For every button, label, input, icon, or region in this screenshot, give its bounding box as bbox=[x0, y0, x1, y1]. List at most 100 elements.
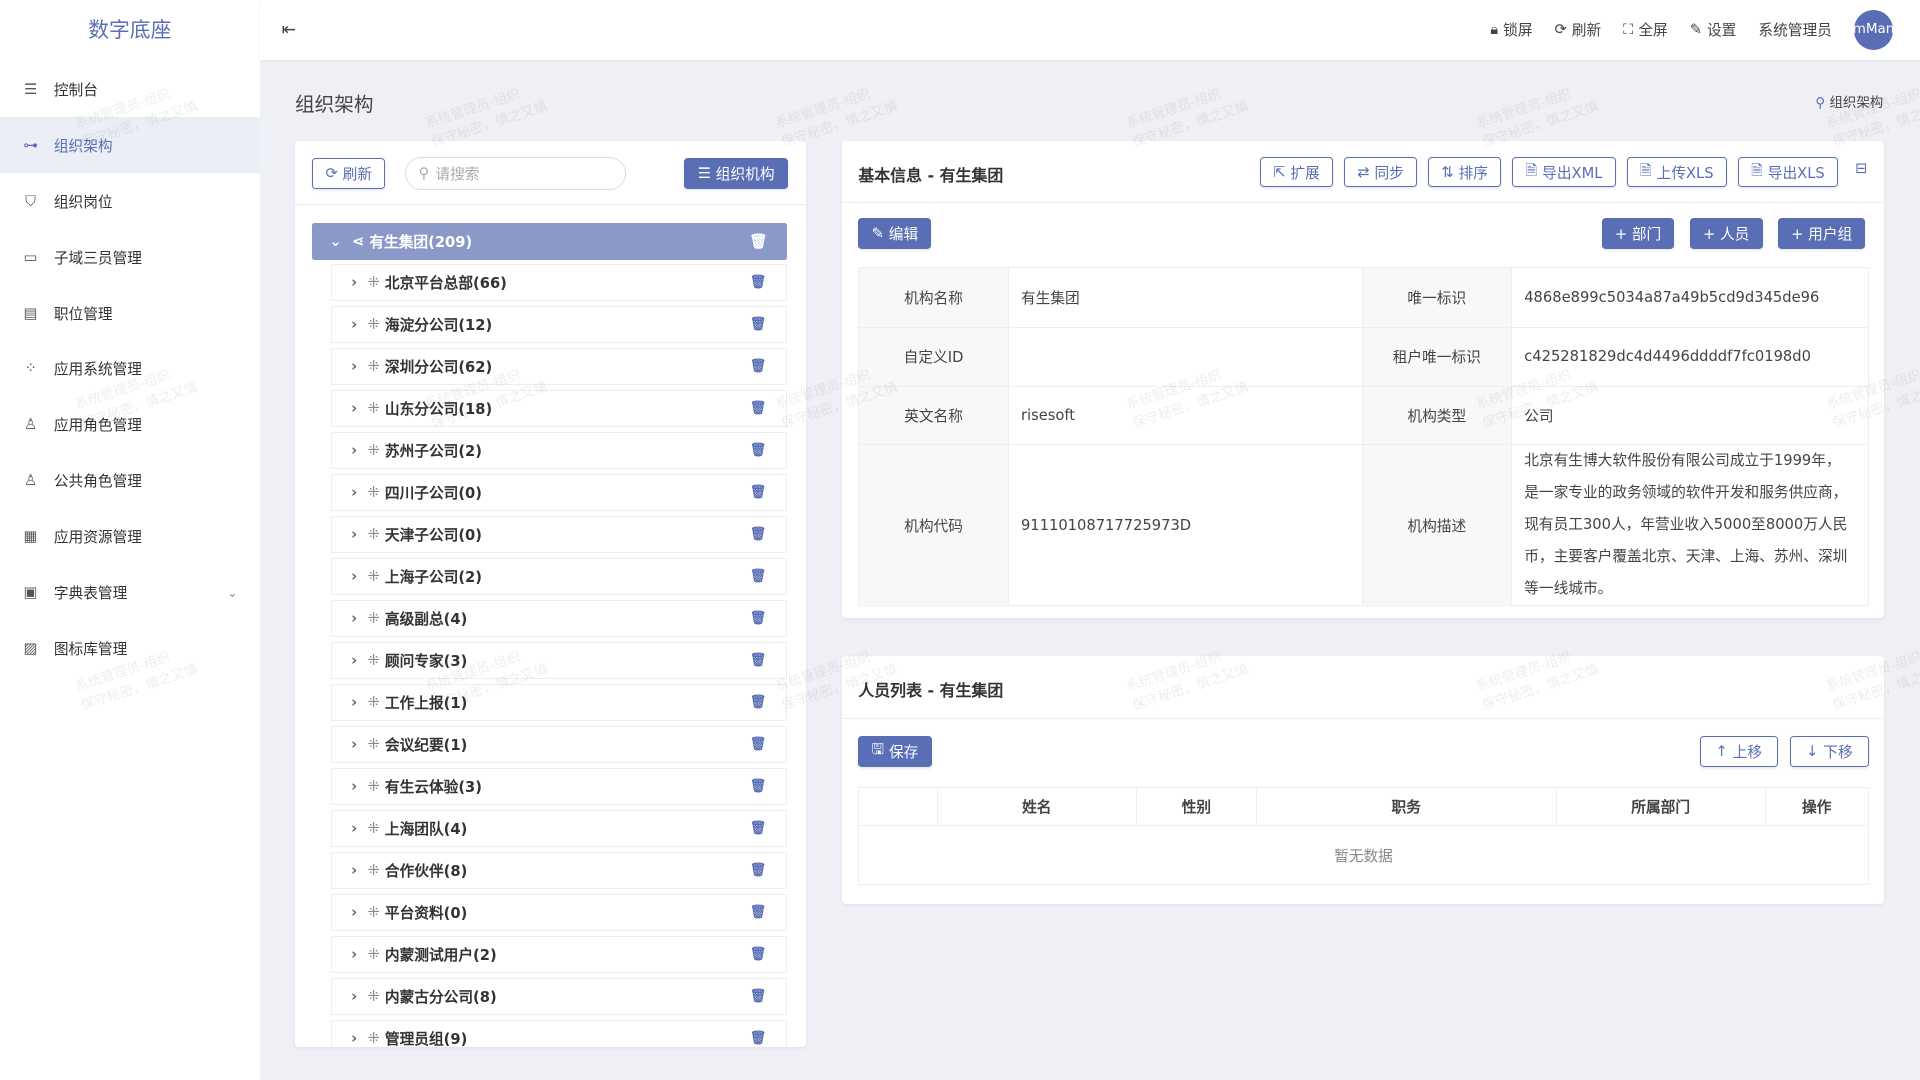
chevron-right-icon[interactable]: › bbox=[351, 610, 358, 628]
fullscreen-button[interactable]: ⛶ 全屏 bbox=[1623, 21, 1668, 40]
delete-icon[interactable]: 🗑︎ bbox=[749, 485, 767, 501]
chevron-right-icon[interactable]: › bbox=[351, 820, 358, 838]
delete-icon[interactable]: 🗑︎ bbox=[749, 821, 767, 837]
delete-icon[interactable]: 🗑︎ bbox=[749, 737, 767, 753]
action-button[interactable]: ⇱ 扩展 bbox=[1259, 156, 1334, 188]
tree-node[interactable]: › ⁜ 合作伙伴(8) 🗑︎ bbox=[330, 852, 788, 890]
chevron-right-icon[interactable]: › bbox=[351, 484, 358, 502]
save-button[interactable]: 🖫 保存 bbox=[858, 735, 932, 767]
chevron-right-icon[interactable]: › bbox=[351, 1030, 358, 1047]
sidebar-item[interactable]: ▦ 应用资源管理 bbox=[23, 528, 142, 547]
delete-icon[interactable]: 🗑︎ bbox=[749, 779, 767, 795]
move-up-button[interactable]: ↑ 上移 bbox=[1699, 735, 1778, 767]
sidebar-item[interactable]: ⛉ 组织岗位 bbox=[0, 173, 260, 229]
delete-icon[interactable]: 🗑︎ bbox=[749, 947, 767, 963]
delete-icon[interactable]: 🗑︎ bbox=[749, 401, 767, 417]
chevron-right-icon[interactable]: › bbox=[351, 568, 358, 586]
chevron-right-icon[interactable]: › bbox=[351, 274, 358, 292]
delete-icon[interactable]: 🗑︎ bbox=[749, 275, 767, 291]
sidebar-item[interactable]: ⁘ 应用系统管理 bbox=[0, 341, 260, 397]
sidebar-item[interactable]: ▣ 字典表管理 ⌄ bbox=[23, 584, 238, 603]
chevron-right-icon[interactable]: › bbox=[351, 736, 358, 754]
tree-root-node[interactable]: ⌄ ⋖ 有生集团(209) 🗑︎ bbox=[312, 222, 788, 260]
tree-node[interactable]: › ⁜ 高级副总(4) 🗑︎ bbox=[330, 600, 788, 638]
sidebar-item[interactable]: ▤ 职位管理 bbox=[23, 304, 113, 323]
delete-icon[interactable]: 🗑︎ bbox=[749, 863, 767, 879]
add-dept-button[interactable]: + 部门 bbox=[1601, 217, 1675, 249]
action-button[interactable]: ⇅ 排序 bbox=[1428, 156, 1502, 188]
edit-button[interactable]: ✎ 编辑 bbox=[858, 217, 932, 249]
tree-node[interactable]: › ⁜ 管理员组(9) 🗑︎ bbox=[330, 1020, 788, 1047]
add-person-button[interactable]: + 人员 bbox=[1689, 217, 1763, 249]
empty-text: 暂无数据 bbox=[858, 825, 1869, 886]
sidebar-item[interactable]: ♙ 应用角色管理 bbox=[24, 416, 142, 435]
sidebar-item[interactable]: ♙ 公共角色管理 bbox=[24, 472, 142, 491]
tree-node[interactable]: › ⁜ 北京平台总部(66) 🗑︎ bbox=[330, 264, 788, 302]
move-down-button[interactable]: ↓ 下移 bbox=[1790, 735, 1869, 767]
chevron-right-icon[interactable]: › bbox=[351, 400, 358, 418]
tree-node[interactable]: › ⁜ 有生云体验(3) 🗑︎ bbox=[330, 768, 788, 806]
chevron-right-icon[interactable]: › bbox=[351, 862, 358, 880]
tree-node[interactable]: › ⁜ 工作上报(1) 🗑︎ bbox=[330, 684, 788, 722]
tree-node[interactable]: › ⁜ 深圳分公司(62) 🗑︎ bbox=[330, 348, 788, 386]
collapse-icon[interactable]: ⊟ bbox=[1855, 160, 1868, 178]
chevron-right-icon[interactable]: › bbox=[351, 904, 358, 922]
tree-refresh-button[interactable]: ⟳ 刷新 bbox=[312, 157, 386, 189]
delete-icon[interactable]: 🗑︎ bbox=[749, 611, 767, 627]
delete-icon[interactable]: 🗑︎ bbox=[749, 233, 768, 251]
action-button[interactable]: 🗎 上传XLS bbox=[1626, 156, 1727, 188]
tree-node[interactable]: › ⁜ 四川子公司(0) 🗑︎ bbox=[330, 474, 788, 512]
tree-node[interactable]: › ⁜ 天津子公司(0) 🗑︎ bbox=[330, 516, 788, 554]
avatar[interactable]: mMan bbox=[1853, 10, 1894, 50]
chevron-right-icon[interactable]: › bbox=[351, 946, 358, 964]
chevron-right-icon[interactable]: › bbox=[351, 778, 358, 796]
search-input[interactable]: ⚲ 请搜索 bbox=[405, 156, 626, 190]
org-button[interactable]: ☰ 组织机构 bbox=[684, 157, 788, 189]
tree-node[interactable]: › ⁜ 上海团队(4) 🗑︎ bbox=[330, 810, 788, 848]
delete-icon[interactable]: 🗑︎ bbox=[749, 527, 767, 543]
fullscreen-icon: ⛶ bbox=[1623, 21, 1634, 39]
tree-node[interactable]: › ⁜ 山东分公司(18) 🗑︎ bbox=[330, 390, 788, 428]
tree-node[interactable]: › ⁜ 会议纪要(1) 🗑︎ bbox=[330, 726, 788, 764]
app-logo: 数字底座 bbox=[88, 18, 172, 42]
delete-icon[interactable]: 🗑︎ bbox=[749, 1031, 767, 1047]
chevron-down-icon[interactable]: ⌄ bbox=[329, 232, 342, 250]
action-button[interactable]: 🗎 导出XML bbox=[1512, 156, 1616, 188]
chevron-right-icon[interactable]: › bbox=[351, 442, 358, 460]
sidebar-item[interactable]: ▨ 图标库管理 bbox=[23, 640, 128, 659]
delete-icon[interactable]: 🗑︎ bbox=[749, 443, 767, 459]
chevron-right-icon[interactable]: › bbox=[351, 358, 358, 376]
menu-fold-icon[interactable]: ⇤ bbox=[281, 20, 296, 40]
tree-node[interactable]: › ⁜ 顾问专家(3) 🗑︎ bbox=[330, 642, 788, 680]
cluster-icon: ⁜ bbox=[367, 652, 380, 670]
lock-screen-button[interactable]: 🔒︎ 锁屏 bbox=[1490, 21, 1533, 40]
delete-icon[interactable]: 🗑︎ bbox=[749, 905, 767, 921]
user-name[interactable]: 系统管理员 bbox=[1758, 22, 1832, 40]
action-button[interactable]: 🗎 导出XLS bbox=[1737, 156, 1838, 188]
sidebar-item[interactable]: ▭ 子域三员管理 bbox=[23, 248, 142, 267]
tree-node[interactable]: › ⁜ 上海子公司(2) 🗑︎ bbox=[330, 558, 788, 596]
delete-icon[interactable]: 🗑︎ bbox=[749, 569, 767, 585]
chevron-right-icon[interactable]: › bbox=[351, 652, 358, 670]
delete-icon[interactable]: 🗑︎ bbox=[749, 359, 767, 375]
action-button[interactable]: ⇄ 同步 bbox=[1344, 156, 1418, 188]
refresh-page-button[interactable]: ⟳ 刷新 bbox=[1554, 21, 1602, 40]
tree-node[interactable]: › ⁜ 平台资料(0) 🗑︎ bbox=[330, 894, 788, 932]
settings-button[interactable]: ✎ 设置 bbox=[1689, 21, 1737, 40]
tree-node[interactable]: › ⁜ 苏州子公司(2) 🗑︎ bbox=[330, 432, 788, 470]
chevron-right-icon[interactable]: › bbox=[351, 316, 358, 334]
sidebar-item[interactable]: ⊶ 组织架构 bbox=[0, 117, 260, 174]
delete-icon[interactable]: 🗑︎ bbox=[749, 317, 767, 333]
tree-node[interactable]: › ⁜ 海淀分公司(12) 🗑︎ bbox=[330, 306, 788, 344]
chevron-right-icon[interactable]: › bbox=[351, 694, 358, 712]
add-group-button[interactable]: + 用户组 bbox=[1777, 217, 1866, 249]
delete-icon[interactable]: 🗑︎ bbox=[749, 653, 767, 669]
chevron-right-icon[interactable]: › bbox=[351, 526, 358, 544]
chevron-right-icon[interactable]: › bbox=[351, 988, 358, 1006]
tree-node[interactable]: › ⁜ 内蒙古分公司(8) 🗑︎ bbox=[330, 978, 788, 1016]
arrow-down-icon: ↓ bbox=[1806, 742, 1819, 760]
sidebar-item[interactable]: ☰ 控制台 bbox=[24, 80, 98, 99]
delete-icon[interactable]: 🗑︎ bbox=[749, 695, 767, 711]
tree-node[interactable]: › ⁜ 内蒙测试用户(2) 🗑︎ bbox=[330, 936, 788, 974]
delete-icon[interactable]: 🗑︎ bbox=[749, 989, 767, 1005]
